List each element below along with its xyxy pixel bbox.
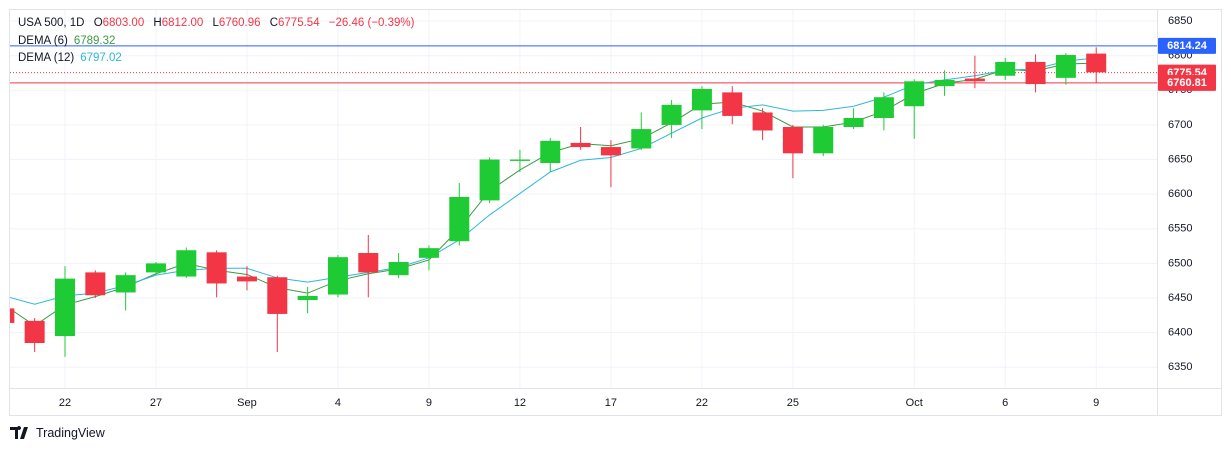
value: 6775.54 (278, 17, 320, 29)
candle-body (509, 159, 530, 161)
label: O (93, 17, 103, 29)
candle-body (54, 278, 75, 337)
legend-value: 6797.02 (80, 52, 122, 64)
change: −26.46 (−0.39%) (328, 17, 415, 29)
candle-body (722, 92, 743, 116)
candle-body (297, 295, 318, 301)
brand-name: TradingView (36, 426, 105, 440)
x-tick-label: 27 (150, 397, 162, 409)
label: C (269, 17, 279, 29)
indicators (10, 57, 1097, 327)
y-tick-label: 6550 (1168, 223, 1192, 235)
legend-item: DEMA (6) 6789.32 (18, 35, 115, 47)
candle-body (813, 127, 834, 154)
price-label: 6814.24 (1167, 40, 1208, 52)
candle-body (358, 253, 379, 273)
candle-body (1055, 55, 1076, 78)
candle-body (267, 277, 288, 314)
brand: TradingView (10, 426, 105, 440)
x-tick-label: Sep (237, 397, 257, 409)
x-tick-label: 22 (59, 397, 71, 409)
candle-body (600, 147, 621, 156)
label: L (212, 17, 219, 29)
candle-body (691, 88, 712, 111)
label: H (153, 17, 162, 29)
candle-body (388, 262, 409, 276)
candle-body (873, 97, 894, 118)
y-tick-label: 6700 (1168, 119, 1192, 131)
y-tick-label: 6350 (1168, 361, 1192, 373)
price-label-bg (1158, 74, 1216, 91)
frame (9, 9, 1222, 416)
candle-body (327, 257, 348, 295)
y-tick-label: 6450 (1168, 292, 1192, 304)
y-tick-label: 6500 (1168, 257, 1192, 269)
candle-body (206, 252, 227, 284)
candle-body (843, 118, 864, 127)
candle-body (85, 272, 106, 296)
candle-body (631, 129, 652, 149)
candle-body (540, 140, 561, 163)
ohlc-header: USA 500, 1D O6803.00 H6812.00 L6760.96 C… (18, 17, 414, 29)
value: 6760.96 (218, 17, 261, 29)
x-tick-label: 17 (605, 397, 617, 409)
candle-body (24, 320, 45, 343)
legend-item: DEMA (12) 6797.02 (18, 52, 122, 64)
candle-body (995, 61, 1016, 76)
candle-body (934, 79, 955, 87)
candle-body (570, 142, 591, 148)
legend-name: DEMA (6) (18, 35, 68, 47)
candle-body (145, 263, 166, 273)
value: 6812.00 (161, 17, 204, 29)
price-label: 6760.81 (1167, 77, 1207, 89)
x-tick-label: 12 (514, 397, 526, 409)
candle-body (176, 250, 197, 277)
grid (10, 10, 1157, 388)
candle-body (418, 248, 439, 258)
candle-body (236, 276, 257, 282)
y-tick-label: 6650 (1168, 153, 1192, 165)
candle-body (1086, 53, 1107, 73)
candle-body (449, 196, 470, 242)
candles (10, 47, 1107, 357)
legend-name: DEMA (12) (18, 52, 75, 64)
x-tick-label: 9 (426, 397, 432, 409)
symbol: USA 500, 1D (18, 17, 85, 29)
candle-body (479, 159, 500, 201)
y-tick-label: 6850 (1168, 15, 1192, 27)
candle-body (782, 127, 803, 154)
candle-body (964, 78, 985, 82)
x-tick-label: 22 (696, 397, 708, 409)
x-tick-label: 25 (787, 397, 799, 409)
candle-body (115, 275, 136, 293)
price-label-bg (1158, 37, 1216, 54)
candle-body (10, 308, 15, 323)
dema-line (10, 57, 1097, 305)
x-tick-label: 6 (1002, 397, 1008, 409)
candle-body (752, 112, 773, 131)
value: 6803.00 (102, 17, 145, 29)
candle-body (1025, 61, 1046, 85)
x-tick-label: 4 (335, 397, 341, 409)
x-tick-label: Oct (906, 397, 923, 409)
candle-body (904, 81, 925, 107)
legend-value: 6789.32 (73, 35, 116, 47)
x-tick-label: 9 (1093, 397, 1099, 409)
y-tick-label: 6600 (1168, 188, 1192, 200)
brand-logo (10, 426, 28, 439)
candle-body (661, 104, 682, 125)
axes: 6350640064506500655066006650670067506800… (59, 15, 1216, 409)
y-tick-label: 6400 (1168, 327, 1192, 339)
